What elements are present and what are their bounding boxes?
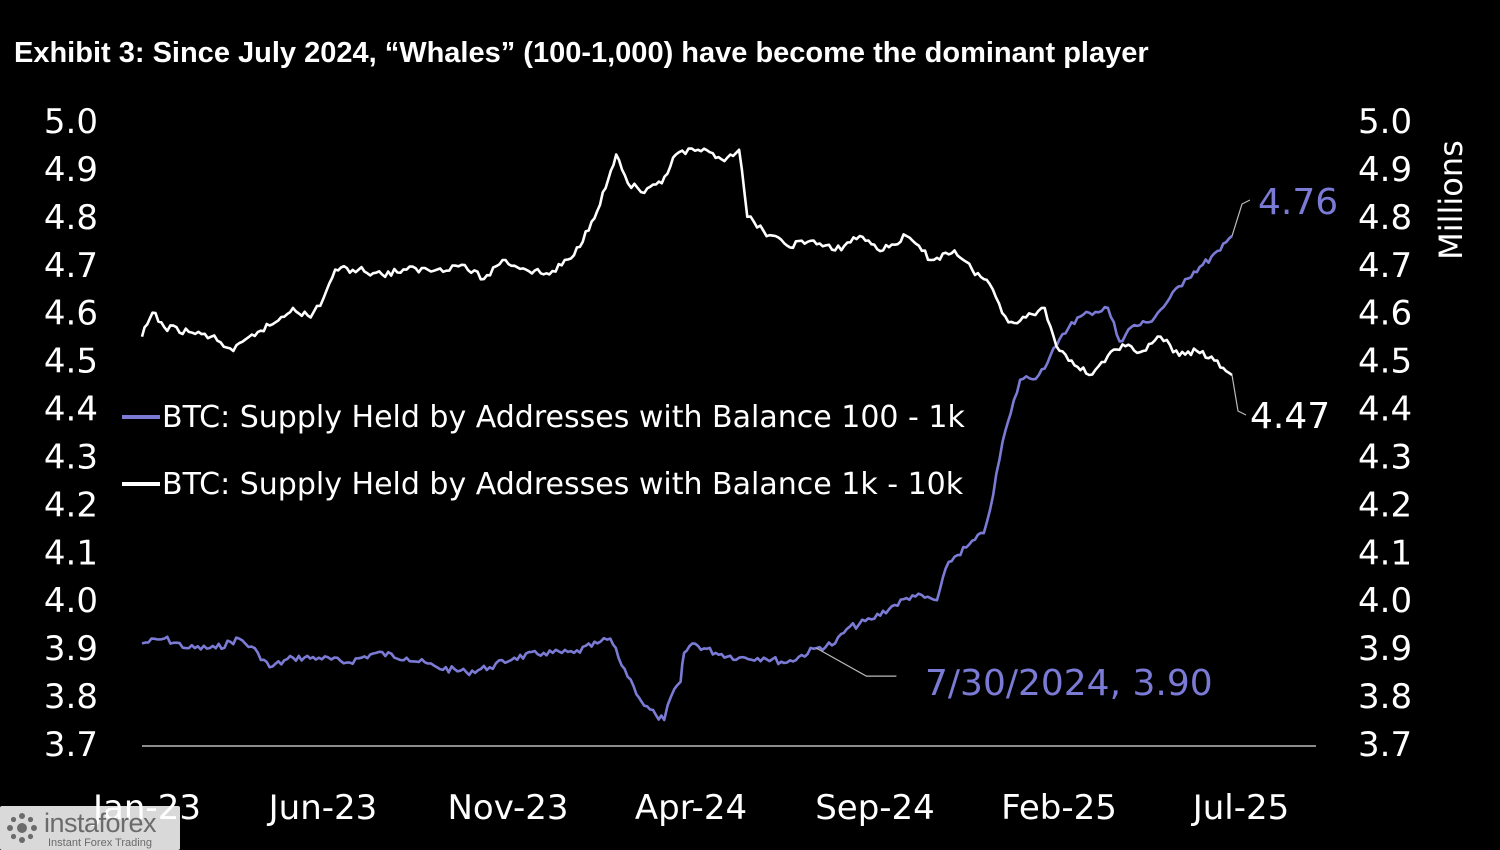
instaforex-logo-icon (7, 813, 37, 843)
y-tick-right: 4.1 (1358, 533, 1412, 573)
y-tick-left: 4.3 (44, 437, 98, 477)
y-tick-right: 4.6 (1358, 294, 1412, 334)
y-tick-right: 3.9 (1358, 629, 1412, 669)
legend-label-whales: BTC: Supply Held by Addresses with Balan… (162, 400, 965, 435)
y-tick-right: 5.0 (1358, 102, 1412, 142)
y-axis-right-label: Millions (1432, 140, 1470, 260)
y-tick-right: 4.0 (1358, 581, 1412, 621)
y-tick-right: 4.8 (1358, 198, 1412, 238)
y-tick-right: 4.2 (1358, 485, 1412, 525)
series-lines (140, 147, 1233, 722)
y-tick-right: 4.5 (1358, 342, 1412, 382)
y-tick-left: 4.0 (44, 581, 98, 621)
y-tick-right: 4.7 (1358, 246, 1412, 286)
y-tick-left: 4.6 (44, 294, 98, 334)
y-tick-left: 3.7 (44, 725, 98, 765)
y-tick-left: 4.4 (44, 390, 98, 430)
x-axis: Jan-23Jun-23Nov-23Apr-24Sep-24Feb-25Jul-… (91, 788, 1289, 828)
y-axis-right: 5.0 4.9 4.8 4.7 4.6 4.5 4.4 4.3 4.2 4.1 4.0 3.9 3.8 3… (1358, 102, 1412, 765)
end-label-whales: 4.76 (1258, 182, 1338, 223)
y-tick-left: 4.5 (44, 342, 98, 382)
legend: BTC: Supply Held by Addresses with Balan… (122, 400, 965, 502)
y-tick-left: 3.9 (44, 629, 98, 669)
y-tick-right: 4.4 (1358, 390, 1412, 430)
callouts: 4.76 4.47 7/30/2024, 3.90 (816, 182, 1338, 704)
y-tick-right: 3.7 (1358, 725, 1412, 765)
x-tick: Sep-24 (815, 788, 935, 828)
annotation-label: 7/30/2024, 3.90 (925, 663, 1213, 704)
x-tick: Feb-25 (1001, 788, 1117, 828)
y-tick-left: 3.8 (44, 677, 98, 717)
chart-title: Exhibit 3: Since July 2024, “Whales” (10… (14, 37, 1149, 69)
y-tick-left: 4.8 (44, 198, 98, 238)
y-tick-left: 4.9 (44, 150, 98, 190)
series-line-large-holders (140, 147, 1233, 377)
y-axis-left: 5.0 4.9 4.8 4.7 4.6 4.5 4.4 4.3 4.2 4.1 4.0 3.9 3.8 3… (44, 102, 98, 765)
watermark: instaforex Instant Forex Trading (0, 806, 180, 850)
watermark-tagline: Instant Forex Trading (48, 837, 152, 849)
y-tick-right: 4.3 (1358, 437, 1412, 477)
legend-label-large-holders: BTC: Supply Held by Addresses with Balan… (162, 467, 964, 502)
x-tick: Apr-24 (635, 788, 747, 828)
y-tick-left: 5.0 (44, 102, 98, 142)
x-tick: Nov-23 (448, 788, 569, 828)
end-label-leader-large-holders (1231, 374, 1247, 416)
end-label-leader-whales (1231, 199, 1251, 237)
x-tick: Jun-23 (267, 788, 378, 828)
series-line-whales (141, 235, 1233, 722)
end-label-large-holders: 4.47 (1250, 396, 1330, 437)
y-tick-left: 4.7 (44, 246, 98, 286)
y-tick-right: 3.8 (1358, 677, 1412, 717)
y-tick-right: 4.9 (1358, 150, 1412, 190)
annotation-leader (816, 647, 897, 677)
y-tick-left: 4.2 (44, 485, 98, 525)
y-tick-left: 4.1 (44, 533, 98, 573)
watermark-name: instaforex (44, 808, 157, 838)
x-tick: Jul-25 (1191, 788, 1290, 828)
